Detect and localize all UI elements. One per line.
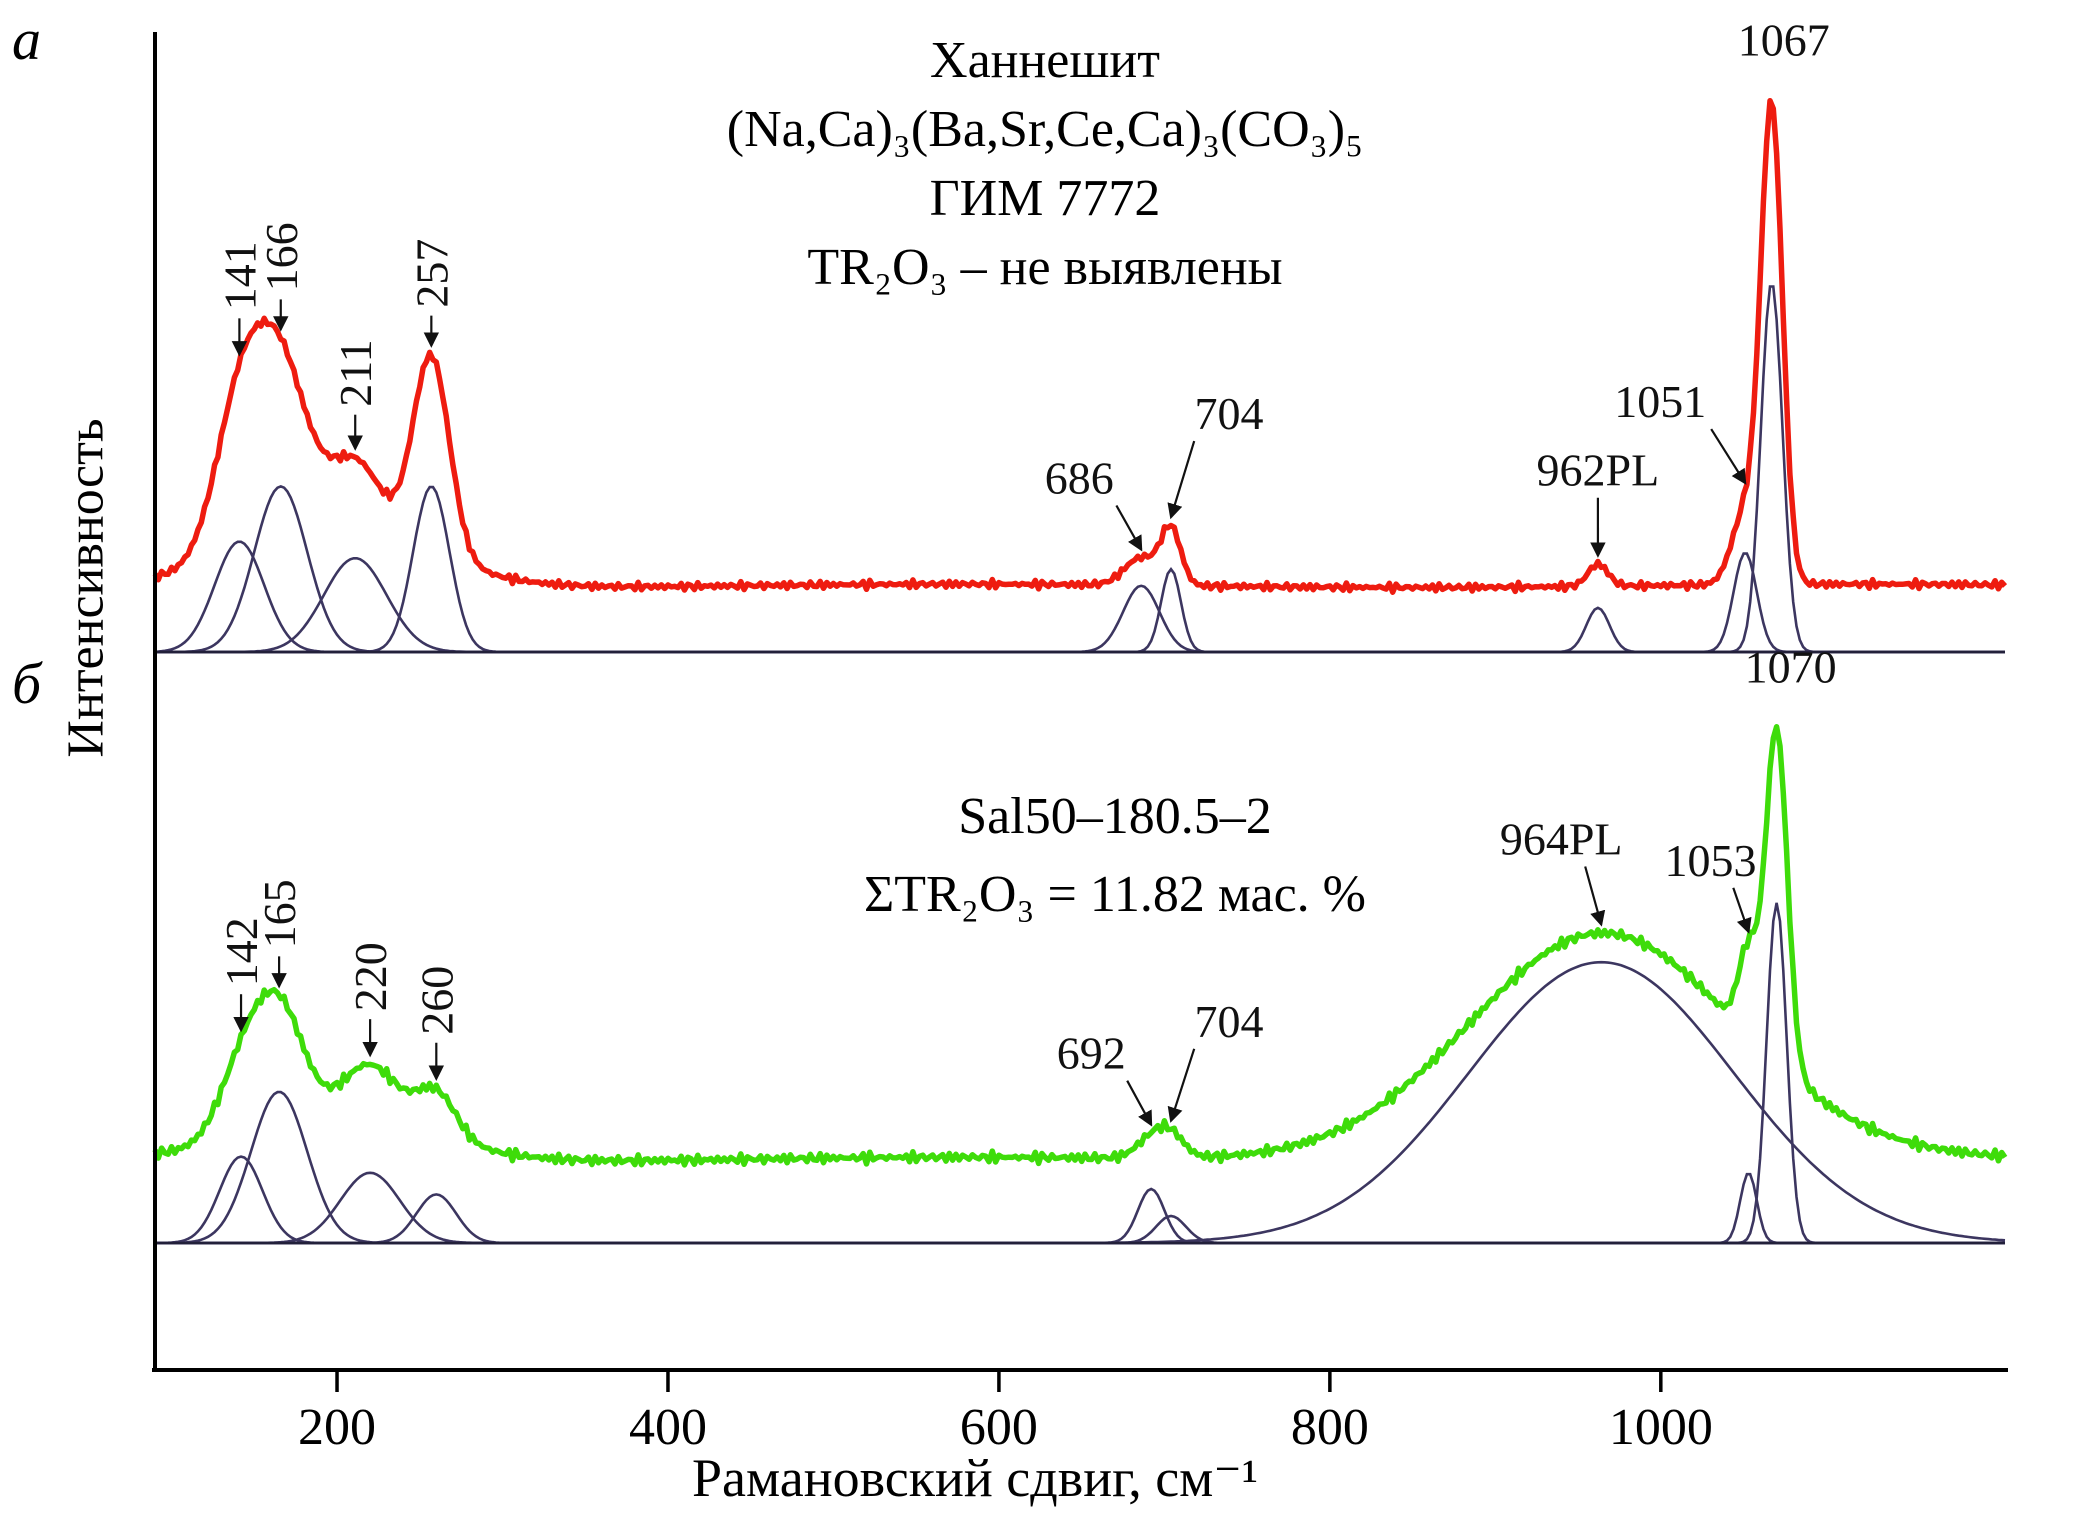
panel-a-peak-label-1067: 1067 bbox=[1738, 14, 1830, 65]
panel-a-title-line-1: Ханнешит bbox=[930, 32, 1160, 89]
panel-a-component-962 bbox=[155, 606, 2005, 654]
x-axis-label: Рамановский сдвиг, см⁻¹ bbox=[691, 1448, 1259, 1508]
panel-a-title-line-3: ГИМ 7772 bbox=[929, 170, 1161, 227]
panel-a-peak-arrow-1051 bbox=[1710, 428, 1747, 485]
panel-b-title-line-1: Sal50–180.5–2 bbox=[958, 788, 1272, 845]
panel-a-peak-label-704: 704 bbox=[1195, 388, 1264, 439]
panel-a-peak-label-686: 686 bbox=[1045, 453, 1114, 504]
panel-b-letter: б bbox=[12, 651, 42, 716]
panel-a-peak-arrow-704 bbox=[1167, 440, 1196, 520]
panel-b-spectrum bbox=[152, 724, 2008, 1168]
panel-a-letter: а bbox=[12, 7, 41, 72]
x-tick-label-400: 400 bbox=[629, 1399, 707, 1456]
panel-b-peak-label-142: 142 bbox=[216, 917, 267, 986]
panel-a-peak-label-211: 211 bbox=[330, 339, 381, 406]
panel-b-component-165 bbox=[155, 1090, 2005, 1245]
panel-b-component-1053 bbox=[155, 1172, 2005, 1245]
panel-b-peak-label-1053: 1053 bbox=[1665, 835, 1757, 886]
panel-a-peak-label-166: 166 bbox=[256, 222, 307, 291]
panel-b-peak-label-692: 692 bbox=[1057, 1028, 1126, 1079]
panel-a-peak-label-257: 257 bbox=[406, 239, 457, 308]
panel-b-peak-arrow-704 bbox=[1167, 1048, 1196, 1123]
panel-b-peak-label-704: 704 bbox=[1195, 996, 1264, 1047]
panel-b-peak-label-260: 260 bbox=[411, 966, 462, 1035]
x-tick-label-1000: 1000 bbox=[1609, 1399, 1713, 1456]
panel-b-peak-label-1070: 1070 bbox=[1745, 642, 1837, 693]
panel-b-peak-arrow-964PL bbox=[1584, 866, 1606, 927]
panel-b-title-line-2: ΣTR₂O₃ = 11.82 мас. % bbox=[864, 866, 1366, 923]
panel-a-title-block: Ханнешит (Na,Ca)₃(Ba,Sr,Ce,Ca)₃(CO₃)₅ ГИ… bbox=[445, 26, 1645, 302]
panel-a-title-line-2: (Na,Ca)₃(Ba,Sr,Ce,Ca)₃(CO₃)₅ bbox=[726, 101, 1364, 158]
panel-a-component-1051 bbox=[155, 552, 2005, 654]
panel-b-title-block: Sal50–180.5–2 ΣTR₂O₃ = 11.82 мас. % bbox=[515, 778, 1715, 934]
panel-a-component-211 bbox=[155, 557, 2005, 654]
panel-b-peak-label-165: 165 bbox=[254, 879, 305, 948]
panel-a-component-166 bbox=[155, 485, 2005, 654]
panel-a-title-line-4: TR₂O₃ – не выявлены bbox=[807, 239, 1283, 296]
panel-a-peak-label-1051: 1051 bbox=[1614, 376, 1706, 427]
panel-a-peak-label-962PL: 962PL bbox=[1537, 445, 1660, 496]
y-axis-label: Интенсивность bbox=[57, 418, 115, 758]
panel-b-peak-label-964PL: 964PL bbox=[1500, 814, 1623, 865]
panel-a-spectrum bbox=[152, 97, 2008, 595]
panel-a-component-257 bbox=[155, 485, 2005, 654]
panel-b-peak-arrow-692 bbox=[1126, 1080, 1153, 1127]
panel-b-peak-label-220: 220 bbox=[345, 942, 396, 1011]
panel-a-peak-label-141: 141 bbox=[214, 241, 265, 310]
panel-b-component-220 bbox=[155, 1171, 2005, 1245]
x-tick-label-200: 200 bbox=[298, 1399, 376, 1456]
x-tick-label-600: 600 bbox=[960, 1399, 1038, 1456]
panel-b-component-142 bbox=[154, 1155, 2005, 1245]
panel-b-peak-arrow-1053 bbox=[1732, 887, 1752, 934]
x-tick-label-800: 800 bbox=[1291, 1399, 1369, 1456]
panel-a-peak-arrow-686 bbox=[1115, 504, 1143, 552]
